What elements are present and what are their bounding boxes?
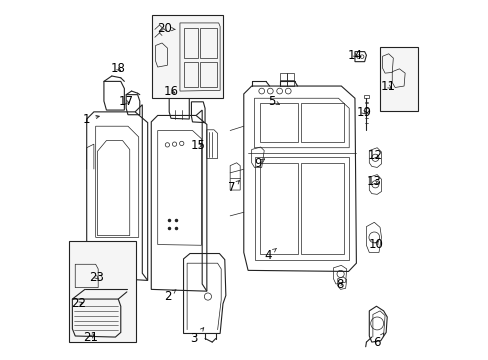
Text: 22: 22 [71,297,86,310]
Text: 7: 7 [228,181,239,194]
Text: 2: 2 [163,289,176,303]
Text: 14: 14 [347,49,362,62]
Text: 15: 15 [190,139,205,152]
Text: 20: 20 [157,22,175,35]
Text: 3: 3 [190,328,203,345]
Bar [183,28,198,58]
Text: 23: 23 [89,271,104,284]
Text: 1: 1 [83,113,99,126]
Text: 16: 16 [163,85,178,98]
Text: 13: 13 [366,175,381,188]
Text: 8: 8 [335,278,343,291]
Bar [69,241,136,342]
Bar [199,28,217,58]
Bar [183,62,198,87]
Text: 4: 4 [264,248,276,262]
Text: 17: 17 [119,95,133,108]
Text: 19: 19 [356,106,371,119]
Text: 21: 21 [83,330,98,343]
Bar [379,47,417,111]
Text: 10: 10 [368,238,383,251]
Text: 9: 9 [253,157,264,170]
Text: 5: 5 [267,95,279,108]
Text: 18: 18 [111,62,125,75]
Bar [199,62,217,87]
Text: 12: 12 [367,149,382,162]
Text: 11: 11 [380,80,395,93]
Text: 6: 6 [373,333,383,348]
Bar [152,15,223,98]
